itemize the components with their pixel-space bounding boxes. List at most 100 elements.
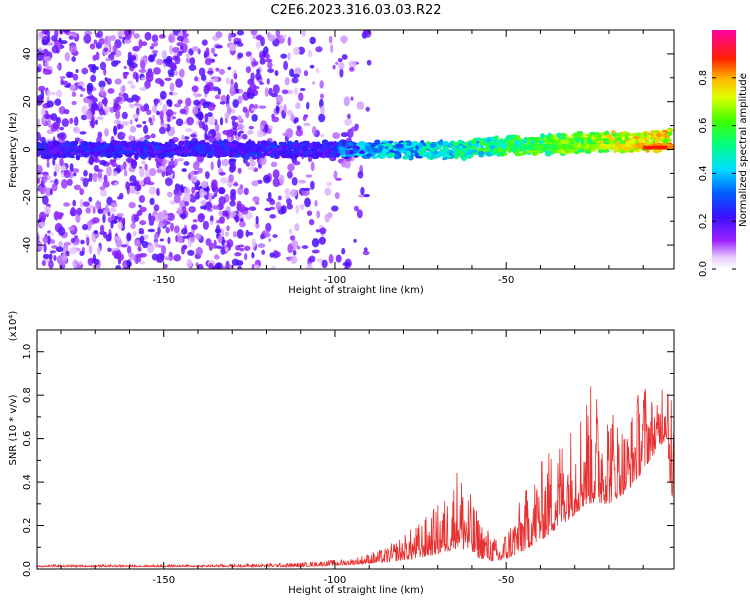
- heatmap-cell: [328, 35, 333, 44]
- heatmap-cell: [91, 233, 96, 242]
- heatmap-cell: [54, 163, 60, 173]
- heatmap-cell: [78, 85, 83, 90]
- heatmap-cell: [179, 68, 185, 78]
- heatmap-cell: [237, 265, 242, 269]
- heatmap-cell: [111, 213, 115, 220]
- heatmap-cell: [60, 165, 66, 171]
- heatmap-cell: [124, 266, 130, 269]
- heatmap-cell: [654, 137, 660, 144]
- heatmap-cell: [503, 152, 508, 156]
- heatmap-cell: [513, 140, 519, 146]
- heatmap-cell: [73, 143, 78, 148]
- heatmap-cell: [623, 131, 628, 135]
- heatmap-cell: [89, 43, 96, 50]
- heatmap-cell: [58, 37, 62, 42]
- heatmap-cell: [228, 174, 234, 183]
- heatmap-cell: [602, 137, 608, 142]
- heatmap-cell: [234, 122, 239, 127]
- heatmap-cell: [139, 206, 147, 213]
- heatmap-cell: [611, 130, 616, 134]
- heatmap-cell: [42, 68, 47, 72]
- heatmap-cell: [138, 204, 142, 208]
- heatmap-cell: [183, 37, 190, 44]
- heatmap-cell: [262, 50, 267, 58]
- heatmap-cell: [332, 64, 336, 70]
- heatmap-cell: [238, 88, 243, 94]
- heatmap-cell: [150, 133, 156, 139]
- heatmap-cell: [318, 149, 323, 152]
- heatmap-cell: [47, 34, 51, 44]
- heatmap-cell: [68, 35, 74, 40]
- heatmap-cell: [169, 82, 175, 92]
- heatmap-cell: [56, 89, 63, 98]
- heatmap-cell: [282, 34, 287, 39]
- heatmap-cell: [37, 52, 45, 62]
- heatmap-cell: [243, 146, 250, 151]
- heatmap-cell: [291, 150, 296, 155]
- heatmap-cell: [59, 76, 66, 80]
- heatmap-cell: [200, 74, 207, 81]
- heatmap-cell: [309, 36, 316, 45]
- heatmap-cell: [225, 129, 234, 138]
- heatmap-cell: [237, 167, 242, 174]
- heatmap-cell: [318, 113, 326, 123]
- heatmap-cell: [71, 100, 77, 106]
- heatmap-cell: [93, 164, 100, 172]
- heatmap-cell: [207, 112, 213, 118]
- heatmap-cell: [429, 141, 437, 148]
- heatmap-cell: [172, 111, 177, 116]
- heatmap-cell: [82, 201, 90, 207]
- heatmap-cell: [185, 97, 192, 107]
- heatmap-cell: [474, 137, 482, 141]
- heatmap-cell: [287, 257, 291, 262]
- heatmap-cell: [249, 143, 254, 149]
- heatmap-y-tick-label: 20: [22, 95, 33, 108]
- heatmap-cell: [72, 172, 77, 177]
- heatmap-cell: [80, 239, 85, 245]
- heatmap-cell: [652, 148, 661, 154]
- heatmap-cell: [254, 144, 259, 148]
- heatmap-cell: [613, 146, 620, 150]
- heatmap-cell: [64, 144, 69, 151]
- heatmap-cell: [92, 206, 96, 215]
- heatmap-cell: [213, 153, 219, 157]
- heatmap-cell: [498, 139, 506, 144]
- heatmap-cell: [166, 98, 173, 107]
- heatmap-cell: [38, 221, 46, 228]
- heatmap-cell: [603, 131, 608, 136]
- heatmap-cell: [189, 57, 196, 66]
- heatmap-cell: [163, 149, 172, 153]
- heatmap-cell: [358, 150, 366, 154]
- heatmap-cell: [441, 152, 448, 157]
- heatmap-cell: [324, 187, 332, 196]
- heatmap-cell: [49, 250, 57, 254]
- heatmap-cell: [135, 72, 139, 83]
- heatmap-cell: [576, 140, 580, 144]
- heatmap-cell: [215, 31, 223, 39]
- heatmap-cell: [318, 236, 326, 245]
- heatmap-cell: [126, 97, 135, 103]
- heatmap-cell: [597, 132, 601, 138]
- heatmap-cell: [88, 99, 92, 109]
- heatmap-cell: [50, 91, 56, 96]
- heatmap-cell: [123, 161, 127, 171]
- heatmap-cell: [278, 174, 285, 185]
- heatmap-cell: [129, 182, 137, 187]
- heatmap-cell: [134, 239, 141, 247]
- heatmap-cell: [141, 160, 146, 165]
- heatmap-cell: [255, 147, 261, 152]
- heatmap-cell: [114, 235, 121, 241]
- heatmap-cell: [40, 107, 46, 117]
- heatmap-cell: [314, 200, 318, 207]
- heatmap-cell: [507, 143, 514, 149]
- heatmap-cell: [186, 116, 194, 126]
- heatmap-cell: [154, 77, 163, 84]
- heatmap-cell: [120, 149, 127, 153]
- heatmap-cell: [137, 246, 142, 252]
- heatmap-cell: [217, 152, 226, 157]
- heatmap-cell: [176, 35, 185, 42]
- heatmap-cell: [293, 47, 301, 56]
- heatmap-cell: [186, 258, 193, 268]
- heatmap-cell: [363, 30, 369, 36]
- heatmap-cell: [92, 253, 97, 263]
